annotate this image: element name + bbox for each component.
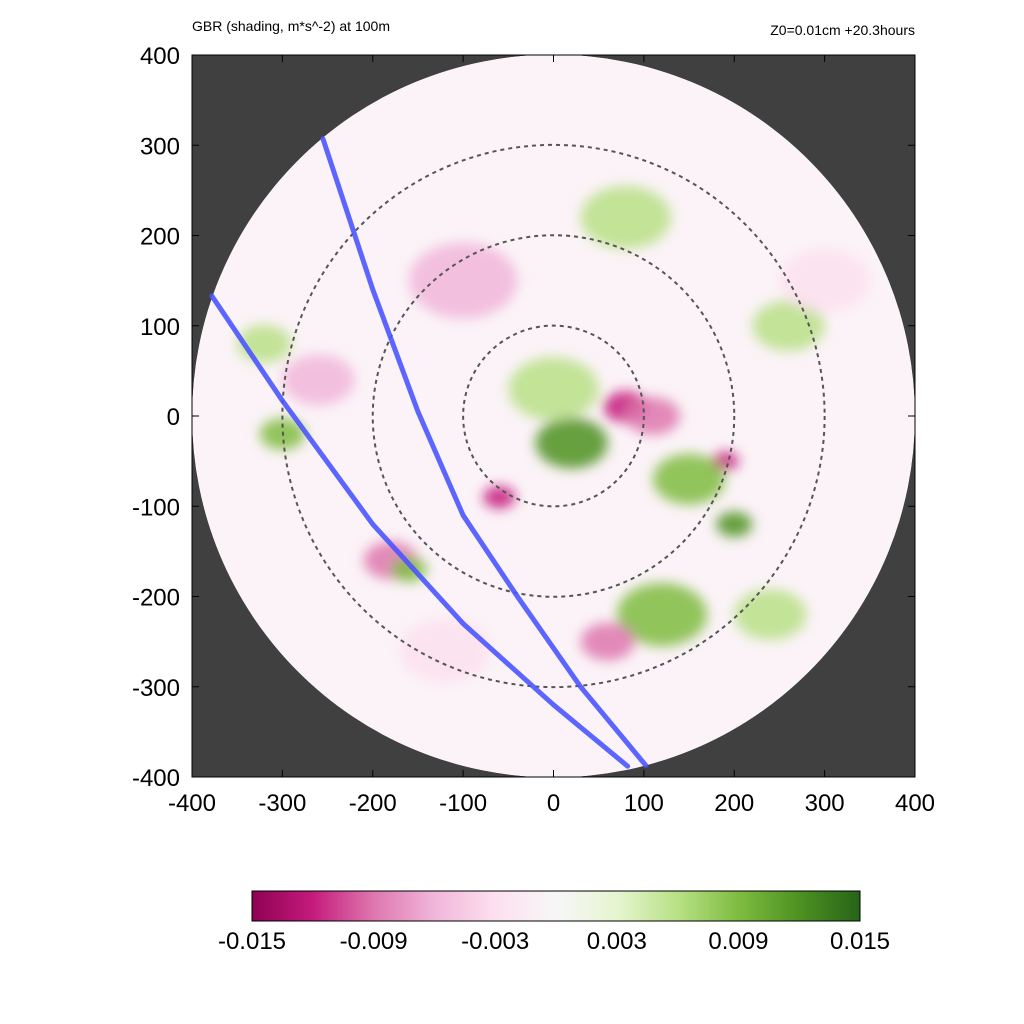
shading-blob xyxy=(282,354,355,406)
chart-title: GBR (shading, m*s^-2) at 100m xyxy=(192,18,390,34)
colorbar-tick-label: 0.003 xyxy=(587,928,647,955)
shading-blob xyxy=(580,622,635,661)
y-tick-label: -100 xyxy=(132,494,180,521)
colorbar-tick-label: -0.015 xyxy=(218,928,286,955)
y-tick-label: -400 xyxy=(132,765,180,792)
axes: -400 -300 -200 -100 0 100 200 300 400 400 300 200 10… xyxy=(132,43,935,817)
x-tick-label: -100 xyxy=(439,790,487,817)
domain-disk xyxy=(192,55,915,777)
x-tick-label: 100 xyxy=(624,790,664,817)
shading-blob xyxy=(616,582,708,647)
run-annotation: Z0=0.01cm +20.3hours xyxy=(770,22,915,38)
x-tick-label: 300 xyxy=(805,790,845,817)
y-tick-label: 0 xyxy=(167,404,180,431)
x-tick-label: -200 xyxy=(349,790,397,817)
colorbar-tick-label: -0.009 xyxy=(340,928,408,955)
shading-features xyxy=(237,185,870,683)
y-tick-label: 300 xyxy=(140,133,180,160)
shading-blob xyxy=(779,248,870,313)
colorbar-gradient xyxy=(251,890,861,922)
shading-blob xyxy=(625,397,681,435)
shading-blob xyxy=(535,417,608,469)
range-rings xyxy=(281,143,826,689)
y-tick-label: -300 xyxy=(132,675,180,702)
shading-blob xyxy=(399,619,491,683)
colorbar: -0.015 -0.009 -0.003 0.003 0.009 0.015 xyxy=(218,890,890,955)
shading-blob xyxy=(508,357,599,421)
y-tick-label: -200 xyxy=(132,585,180,612)
colorbar-tick-label: 0.015 xyxy=(830,928,890,955)
plot-area xyxy=(192,55,915,777)
shading-blob xyxy=(483,485,516,509)
storm-track xyxy=(320,136,649,768)
y-tick-label: 200 xyxy=(140,224,180,251)
y-tick-label: 100 xyxy=(140,314,180,341)
storm-tracks xyxy=(209,136,649,769)
y-tick-label: 400 xyxy=(140,43,180,70)
x-tick-label: 400 xyxy=(895,790,935,817)
range-ring xyxy=(462,324,645,508)
storm-track xyxy=(209,293,631,769)
shading-blob xyxy=(652,453,726,505)
colorbar-tick-label: 0.009 xyxy=(708,928,768,955)
x-tick-label: 200 xyxy=(714,790,754,817)
shading-blob xyxy=(408,242,518,319)
x-tick-label: -400 xyxy=(168,790,216,817)
shading-blob xyxy=(716,511,753,537)
range-ring xyxy=(281,143,826,689)
range-ring xyxy=(371,234,736,598)
shading-blob xyxy=(752,300,825,352)
x-tick-label: 0 xyxy=(547,790,560,817)
shading-blob xyxy=(734,589,807,640)
shading-blob xyxy=(580,185,671,250)
colorbar-tick-label: -0.003 xyxy=(461,928,529,955)
x-tick-label: -300 xyxy=(258,790,306,817)
